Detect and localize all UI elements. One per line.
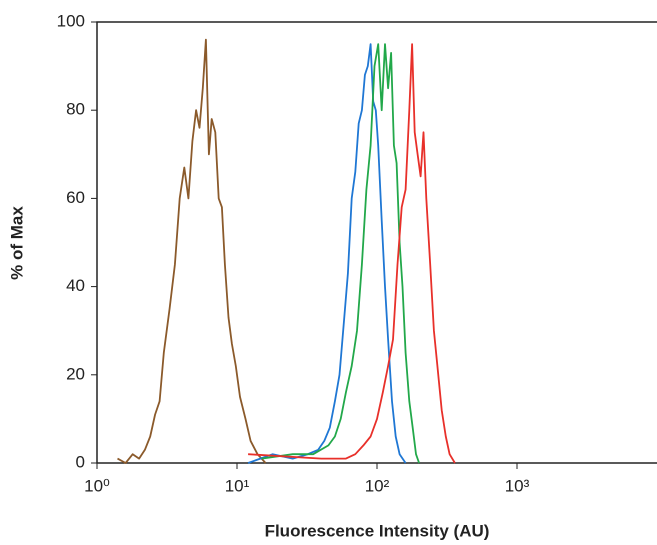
y-axis-title: % of Max [7, 206, 26, 280]
x-tick-label: 10² [365, 476, 390, 495]
x-tick-label: 10¹ [225, 476, 250, 495]
y-tick-label: 20 [66, 364, 85, 383]
series-line [261, 43, 420, 464]
y-tick-label: 80 [66, 100, 85, 119]
series-line [247, 43, 407, 464]
series-line [117, 38, 267, 464]
series-line [248, 43, 456, 464]
y-tick-label: 100 [57, 11, 85, 30]
x-axis-title: Fluorescence Intensity (AU) [265, 521, 490, 540]
y-tick-label: 40 [66, 276, 85, 295]
x-tick-label: 10³ [505, 476, 530, 495]
y-tick-label: 60 [66, 188, 85, 207]
x-tick-label: 10⁰ [84, 476, 110, 495]
plot-frame [96, 21, 657, 464]
y-tick-label: 0 [76, 452, 85, 471]
